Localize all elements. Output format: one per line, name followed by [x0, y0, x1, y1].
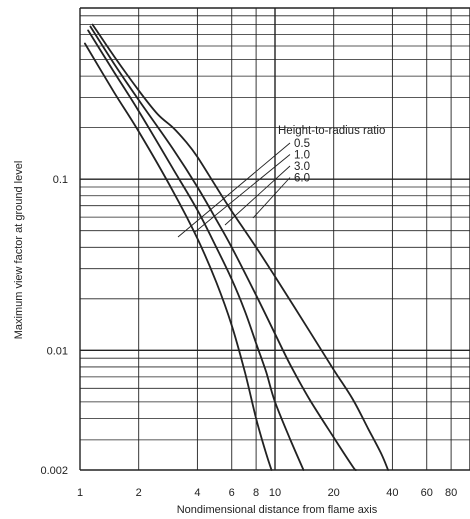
legend-entry-1-0: 1.0: [294, 150, 310, 162]
series-curve-1-0: [87, 29, 305, 471]
legend-leader-line: [224, 165, 291, 226]
legend-leader-lines: [177, 142, 291, 238]
x-tick-label: 10: [269, 487, 281, 499]
x-tick-label: 6: [229, 487, 235, 499]
series-curve-0-5: [84, 42, 273, 471]
x-tick-label: 60: [421, 487, 433, 499]
y-tick-label: 0.01: [47, 345, 68, 357]
x-tick-label: 40: [386, 487, 398, 499]
series-curves: [84, 23, 389, 471]
x-tick-labels: 1 2 4 6 8 10 20 40 60 80: [77, 487, 457, 499]
legend-entry-6-0: 6.0: [294, 173, 310, 185]
x-axis-label: Nondimensional distance from flame axis: [177, 504, 378, 516]
x-tick-label: 8: [253, 487, 259, 499]
legend-leader-line: [177, 142, 291, 238]
legend-leader-line: [252, 177, 291, 219]
legend-title: Height-to-radius ratio: [278, 125, 385, 137]
legend-entry-0-5: 0.5: [294, 138, 310, 150]
y-tick-label: 0.002: [40, 465, 68, 477]
legend-leader-line: [194, 154, 291, 233]
y-axis-label: Maximum view factor at ground level: [13, 161, 25, 340]
x-tick-label: 20: [328, 487, 340, 499]
y-tick-label: 0.1: [53, 174, 68, 186]
y-tick-labels: 0.1 0.01 0.002: [40, 174, 68, 477]
x-tick-label: 1: [77, 487, 83, 499]
legend-entry-3-0: 3.0: [294, 161, 310, 173]
legend: Height-to-radius ratio 0.51.03.06.0: [278, 125, 385, 185]
series-curve-3-0: [89, 25, 357, 471]
series-curve-6-0: [91, 23, 389, 471]
x-tick-label: 2: [136, 487, 142, 499]
x-tick-label: 4: [194, 487, 200, 499]
x-tick-label: 80: [445, 487, 457, 499]
